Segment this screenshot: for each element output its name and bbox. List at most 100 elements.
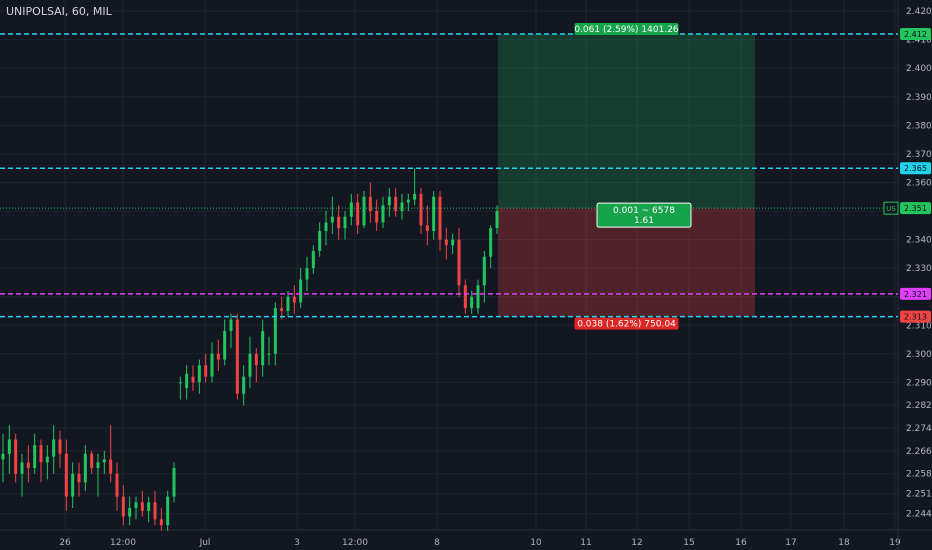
candle-body — [419, 193, 423, 226]
center-label-box[interactable] — [596, 202, 692, 228]
y-tick-label: 2.400 — [906, 64, 932, 74]
last-price-label: 2.351 — [904, 204, 927, 213]
last-price-label-box — [900, 202, 931, 215]
candle-body — [261, 330, 265, 366]
price-label: 2.365 — [904, 164, 927, 173]
y-tick-label: 2.360 — [906, 178, 932, 188]
y-tick-label: 2.340 — [906, 236, 932, 246]
y-tick-label: 2.282 — [906, 401, 932, 411]
candle-body — [121, 496, 125, 517]
target-label: 0.061 (2.59%) 1401.26 — [574, 25, 679, 35]
price-label-box — [900, 310, 931, 323]
y-tick-label: 2.258 — [906, 470, 932, 480]
candle-body — [267, 353, 271, 355]
y-tick-label: 2.251 — [906, 490, 932, 500]
candle-body — [235, 319, 239, 394]
symbol-tag-box — [883, 201, 899, 215]
candle-body — [476, 285, 480, 309]
x-tick-label: Jul — [199, 538, 211, 548]
y-tick-label: 2.420 — [906, 7, 932, 17]
candle-body — [368, 196, 372, 212]
candle-body — [286, 296, 290, 311]
candle-body — [349, 202, 353, 217]
candle-body — [109, 459, 113, 474]
candle-body — [147, 502, 151, 511]
candle-body — [204, 365, 208, 377]
candle-body — [39, 445, 43, 463]
center-label-qty: 0.001 ~ 6578 — [613, 206, 675, 216]
candle-body — [330, 216, 334, 223]
candle-body — [394, 196, 398, 212]
price-label-box — [900, 162, 931, 175]
candle-body — [172, 468, 176, 497]
candle-body — [210, 353, 214, 377]
candle-body — [14, 439, 18, 474]
candle-body — [463, 285, 467, 309]
x-tick-label: 15 — [683, 538, 694, 548]
candle-body — [254, 353, 258, 366]
candle-body — [128, 508, 132, 517]
x-tick-label: 16 — [735, 538, 747, 548]
candle-body — [489, 228, 493, 257]
candle-body — [115, 473, 119, 497]
candle-body — [33, 445, 37, 469]
x-tick-label: 10 — [530, 538, 542, 548]
candle-body — [26, 462, 30, 469]
candle-body — [7, 439, 11, 454]
candle-body — [71, 473, 75, 497]
candle-body — [400, 202, 404, 212]
symbol-tag: US — [886, 205, 896, 213]
candle-body — [153, 502, 157, 520]
candle-body — [337, 216, 341, 229]
price-label-box — [900, 27, 931, 40]
candle-body — [45, 456, 49, 463]
candle-body — [273, 308, 277, 354]
candle-body — [470, 296, 474, 309]
y-tick-label: 2.300 — [906, 350, 932, 360]
y-tick-label: 2.310 — [906, 321, 932, 331]
candle-body — [77, 473, 81, 483]
stop-label-box — [574, 317, 679, 330]
x-tick-label: 12:00 — [342, 538, 368, 548]
candle-body — [299, 279, 303, 303]
y-tick-label: 2.274 — [906, 424, 932, 434]
candle-body — [242, 376, 246, 394]
candle-body — [425, 225, 429, 232]
candle-body — [178, 382, 182, 384]
candle-body — [223, 330, 227, 360]
candle-body — [451, 239, 455, 246]
y-tick-label: 2.410 — [906, 36, 932, 46]
x-tick-label: 12:00 — [110, 538, 136, 548]
x-tick-label: 12 — [631, 538, 642, 548]
candle-body — [413, 193, 417, 200]
candle-body — [90, 453, 94, 469]
y-tick-label: 2.266 — [906, 447, 932, 457]
candle-body — [185, 373, 189, 389]
candle-body — [495, 211, 499, 229]
candle-body — [96, 462, 100, 469]
candle-body — [166, 496, 170, 526]
candle-body — [229, 319, 233, 331]
profit-zone[interactable] — [498, 33, 755, 209]
x-tick-label: 26 — [59, 538, 71, 548]
candle-body — [381, 205, 385, 223]
candle-body — [387, 196, 391, 206]
candle-body — [406, 199, 410, 203]
y-tick-label: 2.330 — [906, 264, 932, 274]
y-tick-label: 2.390 — [906, 93, 932, 103]
candle-body — [343, 216, 347, 229]
candle-body — [457, 239, 461, 286]
candle-body — [356, 202, 360, 226]
symbol-title: UNIPOLSAI, 60, MIL — [6, 5, 112, 18]
candle-body — [58, 439, 62, 454]
x-tick-label: 19 — [889, 538, 901, 548]
candle-body — [191, 376, 195, 383]
candle-body — [305, 268, 309, 280]
x-tick-label: 3 — [294, 538, 300, 548]
candle-body — [102, 459, 106, 463]
candle-body — [438, 196, 442, 240]
candle-body — [159, 519, 163, 526]
candle-body — [134, 502, 138, 509]
